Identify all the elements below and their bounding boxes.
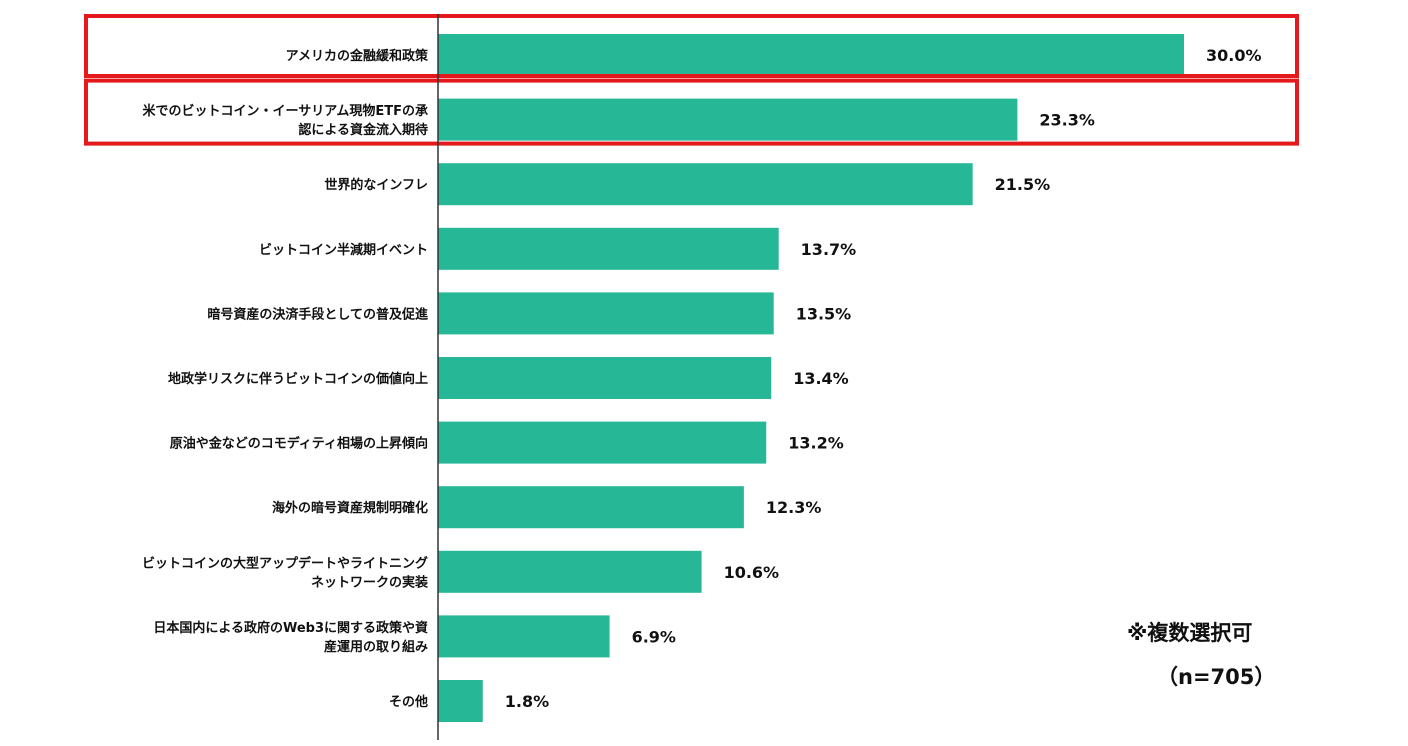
bar-1 <box>438 98 1018 141</box>
category-label-6: 原油や金などのコモディティ相場の上昇傾向 <box>170 436 428 452</box>
category-label-0: アメリカの金融緩和政策 <box>286 48 429 64</box>
category-label-10: その他 <box>389 694 428 710</box>
value-label-4: 13.5% <box>796 304 852 323</box>
bar-4 <box>438 292 774 335</box>
value-label-3: 13.7% <box>801 240 857 259</box>
value-label-9: 6.9% <box>632 627 676 646</box>
highlight-box-1 <box>84 78 1299 146</box>
category-label-8-line-1: ネットワークの実装 <box>311 574 428 590</box>
value-label-1: 23.3% <box>1039 111 1095 130</box>
bar-10 <box>438 680 483 722</box>
category-label-6-line-0: 原油や金などのコモディティ相場の上昇傾向 <box>170 436 428 452</box>
category-label-1: 米でのビットコイン・イーサリアム現物ETFの承認による資金流入期待 <box>143 103 428 138</box>
category-label-3: ビットコイン半減期イベント <box>259 242 428 258</box>
bar-7 <box>438 486 744 529</box>
category-label-5: 地政学リスクに伴うビットコインの価値向上 <box>168 371 428 387</box>
value-label-0: 30.0% <box>1206 46 1262 65</box>
category-label-4-line-0: 暗号資産の決済手段としての普及促進 <box>207 306 428 322</box>
sample-size-note: （n=705） <box>1157 665 1276 689</box>
bar-9 <box>438 615 610 658</box>
category-label-3-line-0: ビットコイン半減期イベント <box>259 242 428 258</box>
value-label-5: 13.4% <box>793 369 849 388</box>
bar-6 <box>438 421 767 464</box>
highlight-box-0 <box>84 14 1299 78</box>
category-label-8-line-0: ビットコインの大型アップデートやライトニング <box>142 555 428 571</box>
value-label-7: 12.3% <box>766 498 822 517</box>
bar-3 <box>438 227 779 270</box>
bar-8 <box>438 550 702 593</box>
highlight-boxes-group <box>84 14 1299 146</box>
bars-group <box>438 34 1184 722</box>
value-label-6: 13.2% <box>788 434 844 453</box>
category-label-9-line-0: 日本国内による政府のWeb3に関する政策や資 <box>153 620 428 636</box>
category-label-1-line-0: 米でのビットコイン・イーサリアム現物ETFの承 <box>143 103 428 119</box>
category-label-10-line-0: その他 <box>389 694 428 710</box>
category-label-2: 世界的なインフレ <box>324 177 428 193</box>
value-label-2: 21.5% <box>995 175 1051 194</box>
bar-5 <box>438 357 772 399</box>
category-label-1-line-1: 認による資金流入期待 <box>298 122 428 138</box>
category-label-0-line-0: アメリカの金融緩和政策 <box>286 48 429 64</box>
category-label-9-line-1: 産運用の取り組み <box>324 639 428 655</box>
value-labels-group: 30.0% 23.3% 21.5% 13.7% 13.5% 13.4% 13.2% 12.3%… <box>505 46 1262 711</box>
category-label-2-line-0: 世界的なインフレ <box>324 177 428 193</box>
bar-2 <box>438 163 973 206</box>
category-label-7: 海外の暗号資産規制明確化 <box>272 500 428 516</box>
category-label-8: ビットコインの大型アップデートやライトニングネットワークの実装 <box>142 555 428 590</box>
category-label-7-line-0: 海外の暗号資産規制明確化 <box>272 500 428 516</box>
category-label-9: 日本国内による政府のWeb3に関する政策や資産運用の取り組み <box>153 620 428 655</box>
category-label-4: 暗号資産の決済手段としての普及促進 <box>207 306 428 322</box>
category-label-5-line-0: 地政学リスクに伴うビットコインの価値向上 <box>168 371 428 387</box>
bar-0 <box>438 34 1184 76</box>
value-label-8: 10.6% <box>724 563 780 582</box>
value-label-10: 1.8% <box>505 692 549 711</box>
multiple-choice-note: ※複数選択可 <box>1127 621 1253 645</box>
category-labels-group: アメリカの金融緩和政策米でのビットコイン・イーサリアム現物ETFの承認による資金… <box>142 48 429 710</box>
